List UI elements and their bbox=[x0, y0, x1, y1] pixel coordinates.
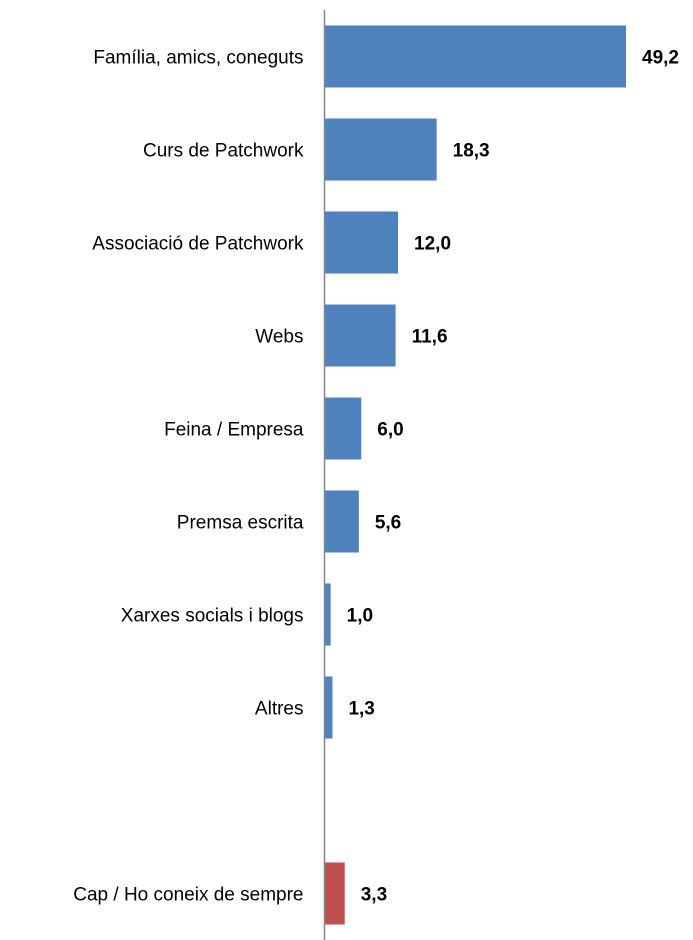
data-label: 18,3 bbox=[453, 141, 490, 162]
category-label: Altres bbox=[255, 699, 304, 720]
category-label: Premsa escrita bbox=[177, 513, 304, 534]
category-label: Xarxes socials i blogs bbox=[121, 606, 304, 627]
category-labels-group: Família, amics, coneguts Curs de Patchwor… bbox=[73, 48, 304, 906]
category-label: Webs bbox=[255, 327, 303, 348]
data-label: 1,0 bbox=[347, 606, 373, 627]
bar bbox=[324, 490, 359, 553]
category-label: Feina / Empresa bbox=[164, 420, 304, 441]
data-label: 11,6 bbox=[412, 327, 448, 348]
bar bbox=[324, 25, 626, 88]
category-label: Associació de Patchwork bbox=[92, 234, 304, 255]
data-label: 49,2 bbox=[642, 48, 679, 69]
category-label: Curs de Patchwork bbox=[143, 141, 304, 162]
data-label: 1,3 bbox=[348, 699, 374, 720]
data-label: 3,3 bbox=[361, 885, 387, 906]
bar bbox=[324, 397, 362, 460]
data-label: 6,0 bbox=[377, 420, 403, 441]
bar bbox=[324, 118, 437, 181]
bar bbox=[324, 583, 331, 646]
bar bbox=[324, 862, 345, 925]
bar bbox=[324, 676, 333, 739]
bar bbox=[324, 304, 396, 367]
bar bbox=[324, 211, 399, 274]
data-label: 5,6 bbox=[375, 513, 401, 534]
category-label: Cap / Ho coneix de sempre bbox=[73, 885, 303, 906]
data-label: 12,0 bbox=[414, 234, 451, 255]
category-label: Família, amics, coneguts bbox=[93, 48, 303, 69]
bars-group bbox=[324, 25, 626, 925]
value-labels-group: 49,2 18,3 12,0 11,6 6,0 5,6 1,0 1,3 3,3 bbox=[347, 48, 679, 906]
